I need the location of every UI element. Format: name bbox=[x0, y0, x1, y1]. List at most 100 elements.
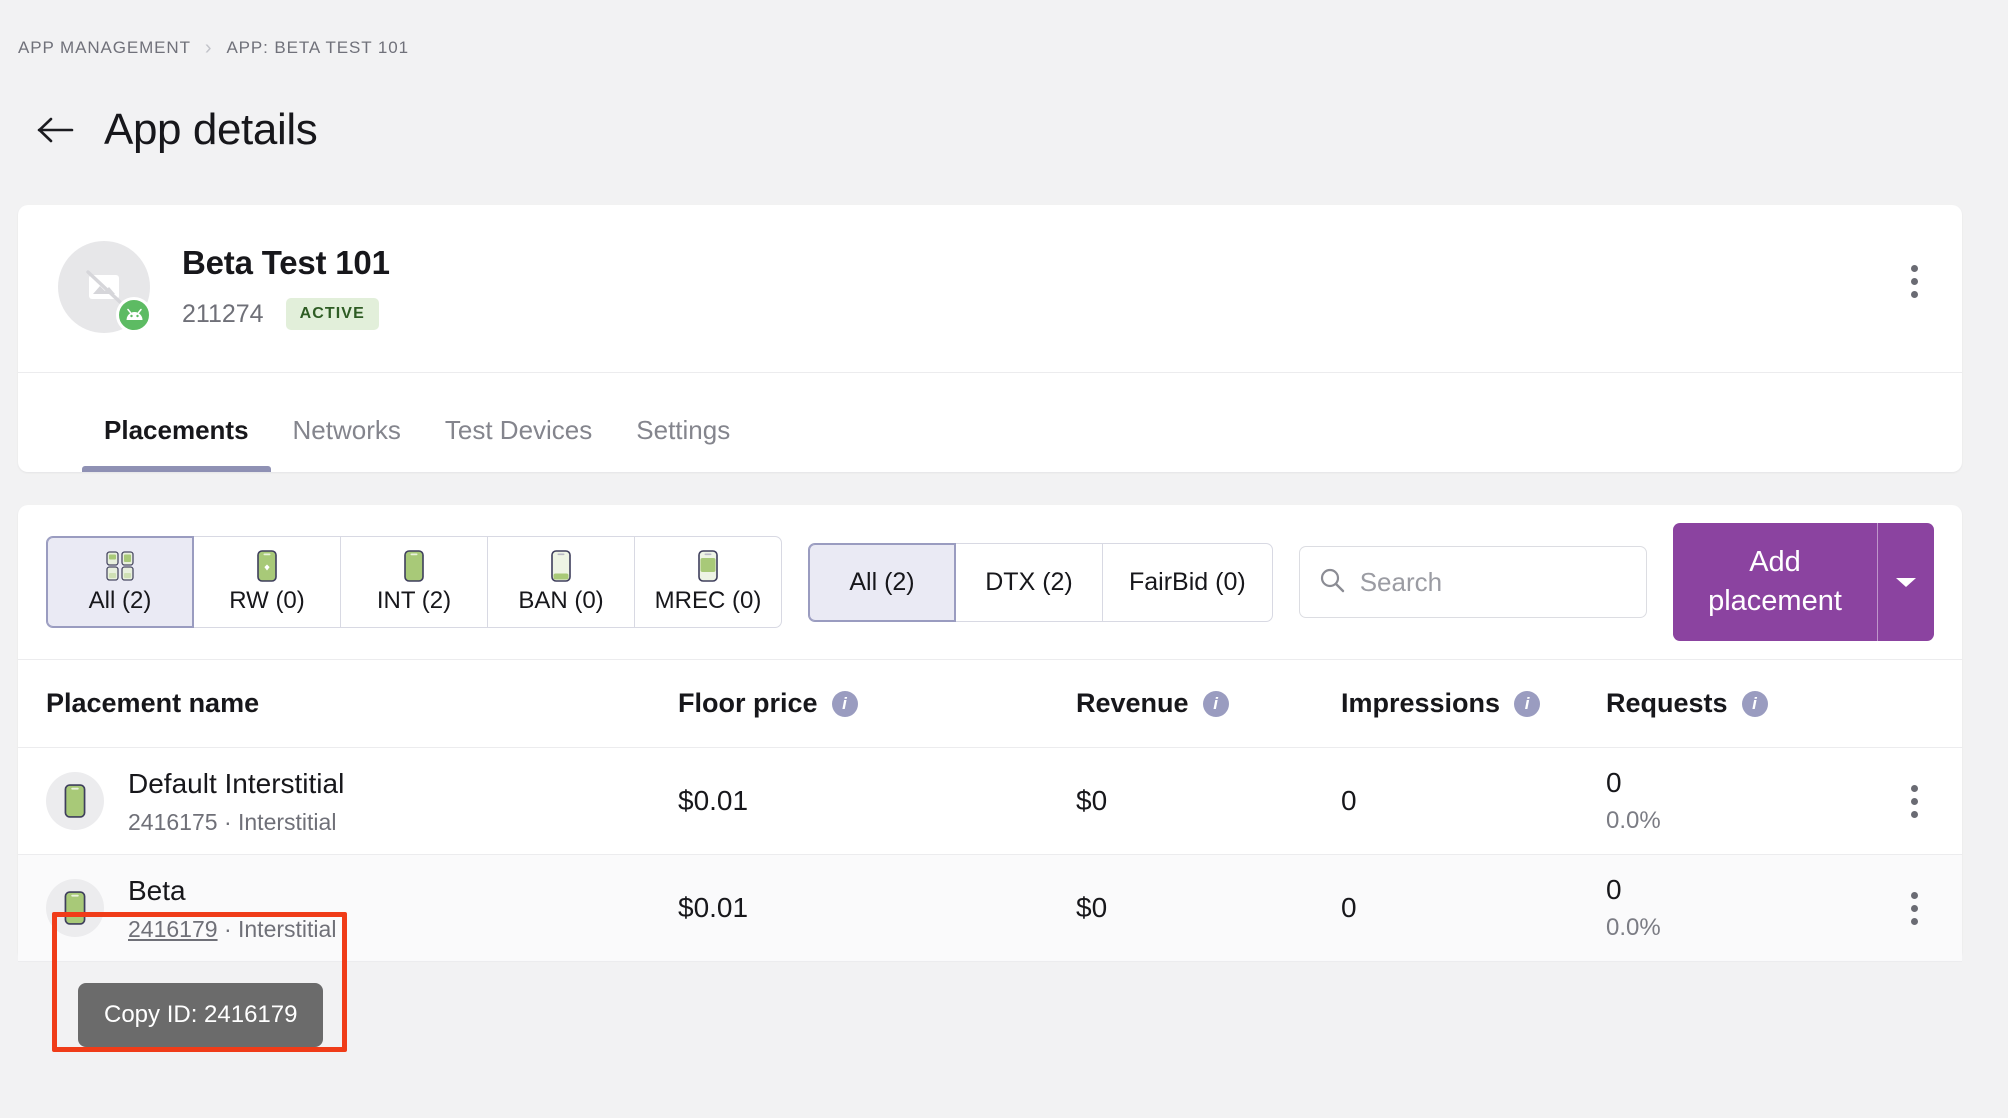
tab-bar: Placements Networks Test Devices Setting… bbox=[18, 372, 1962, 472]
interstitial-phone-icon bbox=[46, 772, 104, 830]
cell-actions bbox=[1866, 854, 1962, 962]
kebab-dot bbox=[1910, 917, 1918, 925]
requests-percent: 0.0% bbox=[1606, 914, 1661, 941]
row-menu-button[interactable] bbox=[1903, 777, 1926, 826]
cell-floor-price: $0.01 bbox=[678, 854, 1076, 962]
banner-phone-icon bbox=[551, 549, 571, 583]
filter-label: All (2) bbox=[88, 587, 152, 614]
tab-networks[interactable]: Networks bbox=[271, 415, 423, 472]
placement-subtitle: 2416179 · Interstitial bbox=[128, 916, 336, 943]
column-label: Revenue bbox=[1076, 688, 1189, 718]
table-row[interactable]: Beta 2416179 · Interstitial $0.01 $0 0 bbox=[18, 854, 1962, 962]
search-box[interactable] bbox=[1298, 546, 1647, 618]
column-placement-name: Placement name bbox=[18, 660, 678, 748]
filter-label: FairBid (0) bbox=[1129, 567, 1246, 596]
kebab-dot bbox=[1910, 810, 1918, 818]
requests-percent: 0.0% bbox=[1606, 807, 1661, 834]
placement-type-filter-group: All (2) RW (0) bbox=[46, 536, 782, 628]
chevron-down-icon[interactable] bbox=[1878, 523, 1934, 641]
interstitial-phone-icon bbox=[46, 879, 104, 937]
column-impressions: Impressions i bbox=[1341, 660, 1606, 748]
placement-name: Default Interstitial bbox=[128, 768, 345, 799]
column-requests: Requests i bbox=[1606, 660, 1866, 748]
cell-impressions: 0 bbox=[1341, 854, 1606, 962]
interstitial-phone-icon bbox=[404, 549, 424, 583]
tab-label: Networks bbox=[292, 415, 401, 445]
column-actions bbox=[1866, 660, 1962, 748]
page-title: App details bbox=[104, 105, 318, 154]
kebab-dot bbox=[1910, 784, 1918, 792]
info-icon[interactable]: i bbox=[831, 690, 858, 717]
filter-source-all[interactable]: All (2) bbox=[808, 542, 956, 622]
cell-floor-price: $0.01 bbox=[678, 747, 1076, 855]
search-input[interactable] bbox=[1359, 566, 1628, 598]
cell-impressions: 0 bbox=[1341, 747, 1606, 855]
tab-test-devices[interactable]: Test Devices bbox=[423, 415, 614, 472]
column-label: Impressions bbox=[1341, 688, 1501, 718]
placement-type: Interstitial bbox=[238, 916, 337, 942]
app-menu-button[interactable] bbox=[1903, 257, 1926, 306]
back-arrow-icon[interactable] bbox=[36, 110, 76, 150]
copy-id-tooltip: Copy ID: 2416179 bbox=[78, 983, 324, 1047]
filter-interstitial[interactable]: INT (2) bbox=[340, 536, 488, 628]
breadcrumb-item-app-management[interactable]: APP MANAGEMENT bbox=[18, 38, 191, 57]
filter-source-fairbid[interactable]: FairBid (0) bbox=[1102, 542, 1273, 622]
table-body: Default Interstitial 2416175 · Interstit… bbox=[18, 747, 1962, 962]
breadcrumb: APP MANAGEMENT › APP: BETA TEST 101 bbox=[18, 38, 409, 58]
filter-source-dtx[interactable]: DTX (2) bbox=[955, 542, 1103, 622]
placement-name: Beta bbox=[128, 875, 186, 906]
app-meta: Beta Test 101 211274 ACTIVE bbox=[182, 244, 390, 330]
placement-source-filter-group: All (2) DTX (2) FairBid (0) bbox=[808, 542, 1273, 622]
android-icon bbox=[116, 297, 152, 333]
avatar bbox=[58, 241, 152, 333]
placements-toolbar: All (2) RW (0) bbox=[18, 505, 1962, 660]
grid-placements-icon bbox=[106, 549, 134, 583]
column-revenue: Revenue i bbox=[1076, 660, 1341, 748]
info-icon[interactable]: i bbox=[1514, 690, 1541, 717]
kebab-dot bbox=[1910, 797, 1918, 805]
column-floor-price: Floor price i bbox=[678, 660, 1076, 748]
app-header: Beta Test 101 211274 ACTIVE bbox=[18, 205, 1962, 333]
requests-count: 0 bbox=[1606, 767, 1622, 798]
placement-id[interactable]: 2416175 bbox=[128, 809, 218, 835]
filter-label: MREC (0) bbox=[654, 587, 762, 614]
page-title-row: App details bbox=[36, 105, 318, 155]
kebab-dot bbox=[1910, 904, 1918, 912]
cell-revenue: $0 bbox=[1076, 747, 1341, 855]
cell-requests: 0 0.0% bbox=[1606, 854, 1866, 962]
cell-actions bbox=[1866, 747, 1962, 855]
button-divider bbox=[1877, 523, 1879, 641]
row-menu-button[interactable] bbox=[1903, 884, 1926, 933]
tab-label: Settings bbox=[636, 415, 731, 445]
info-icon[interactable]: i bbox=[1202, 690, 1229, 717]
placement-type: Interstitial bbox=[238, 809, 337, 835]
separator: · bbox=[223, 916, 232, 942]
tab-label: Test Devices bbox=[444, 415, 593, 445]
table-row[interactable]: Default Interstitial 2416175 · Interstit… bbox=[18, 747, 1962, 855]
kebab-dot bbox=[1911, 291, 1918, 298]
column-label: Floor price bbox=[678, 688, 818, 718]
placements-card: All (2) RW (0) bbox=[18, 505, 1962, 962]
filter-banner[interactable]: BAN (0) bbox=[487, 536, 635, 628]
chevron-right-icon: › bbox=[204, 37, 213, 59]
add-placement-button[interactable]: Add placement bbox=[1672, 523, 1934, 641]
add-placement-label: Add placement bbox=[1708, 546, 1842, 617]
broken-image-icon bbox=[58, 241, 150, 333]
app-name: Beta Test 101 bbox=[182, 244, 390, 281]
filter-mrec[interactable]: MREC (0) bbox=[634, 536, 782, 628]
placement-id-copy-link[interactable]: 2416179 bbox=[128, 916, 218, 942]
placement-subtitle: 2416175 · Interstitial bbox=[128, 809, 344, 836]
filter-all-types[interactable]: All (2) bbox=[46, 536, 194, 628]
tab-settings[interactable]: Settings bbox=[614, 415, 752, 472]
filter-rewarded[interactable]: RW (0) bbox=[193, 536, 341, 628]
search-icon bbox=[1318, 566, 1346, 599]
placements-table: Placement name Floor price i Revenue i bbox=[18, 660, 1962, 962]
column-label: Placement name bbox=[46, 688, 260, 718]
status-badge: ACTIVE bbox=[285, 298, 379, 330]
filter-label: RW (0) bbox=[229, 587, 305, 614]
mrec-phone-icon bbox=[698, 549, 718, 583]
tab-placements[interactable]: Placements bbox=[82, 415, 271, 472]
info-icon[interactable]: i bbox=[1741, 690, 1768, 717]
separator: · bbox=[223, 809, 232, 835]
filter-label: All (2) bbox=[849, 567, 915, 596]
